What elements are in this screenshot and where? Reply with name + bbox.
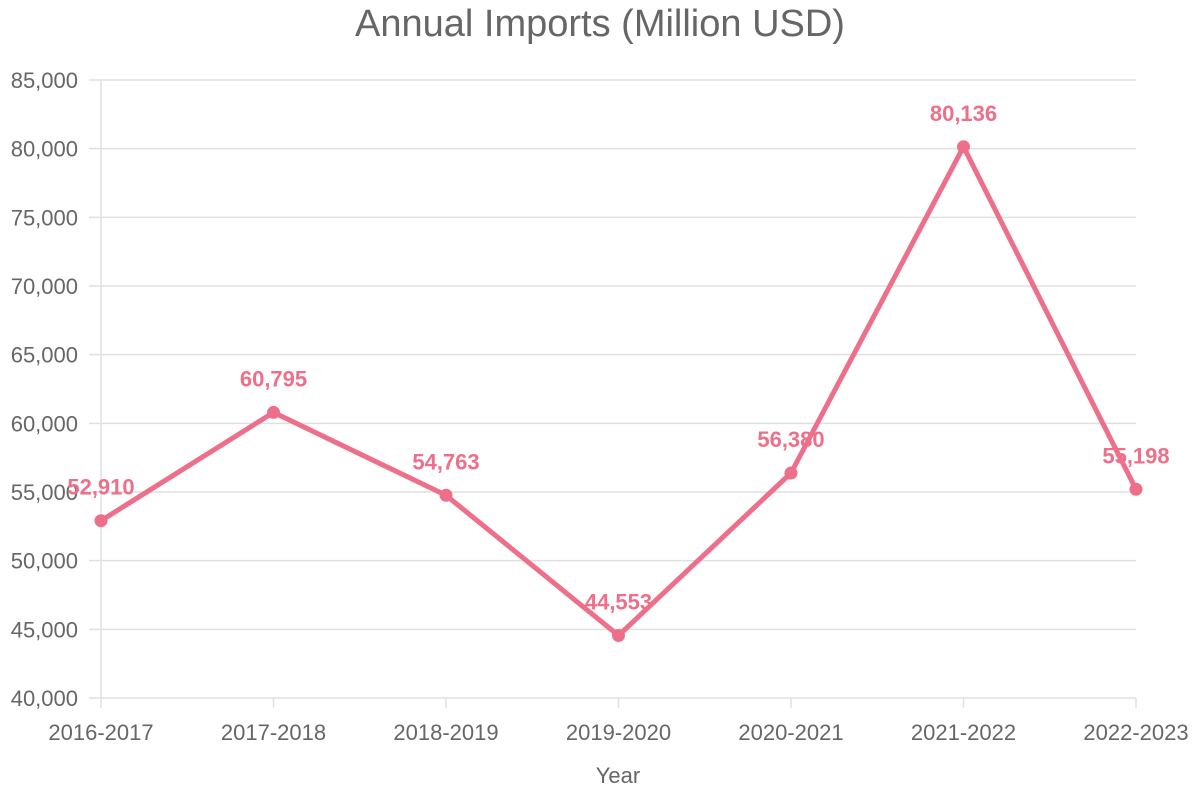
data-point [1129, 482, 1143, 496]
y-axis-ticks: 40,000 45,000 50,000 55,000 60,000 65,000 70,0… [11, 68, 78, 711]
y-tick-label: 70,000 [11, 274, 78, 299]
x-tick-label: 2022-2023 [1083, 720, 1188, 745]
data-label: 55,198 [1102, 443, 1169, 468]
y-tick-label: 85,000 [11, 68, 78, 93]
y-tick-label: 75,000 [11, 205, 78, 230]
data-labels: 52,910 60,795 54,763 44,553 56,380 80,136 55,1… [67, 101, 1169, 615]
x-tick-label: 2017-2018 [221, 720, 326, 745]
x-tick-label: 2020-2021 [738, 720, 843, 745]
data-label: 56,380 [757, 427, 824, 452]
data-point [957, 140, 970, 154]
x-tick-label: 2016-2017 [48, 720, 153, 745]
data-point [439, 488, 453, 502]
data-point [94, 514, 108, 528]
data-label: 80,136 [930, 101, 997, 126]
axes [100, 80, 1137, 708]
x-tick-label: 2021-2022 [911, 720, 1016, 745]
data-point [612, 628, 625, 642]
x-tick-label: 2018-2019 [393, 720, 498, 745]
data-label: 44,553 [585, 589, 652, 614]
data-label: 52,910 [67, 475, 134, 500]
data-point [784, 466, 798, 480]
y-tick-label: 65,000 [11, 343, 78, 368]
data-label: 60,795 [240, 366, 307, 391]
y-tick-label: 50,000 [11, 549, 78, 574]
data-point [267, 405, 280, 419]
y-tick-label: 80,000 [11, 137, 78, 162]
y-tick-label: 60,000 [11, 411, 78, 436]
series-imports [94, 140, 1143, 642]
y-tick-label: 40,000 [11, 686, 78, 711]
data-label: 54,763 [412, 449, 479, 474]
chart-title: Annual Imports (Million USD) [355, 3, 845, 45]
x-axis-ticks: 2016-2017 2017-2018 2018-2019 2019-2020 2020… [48, 720, 1188, 745]
y-tick-label: 45,000 [11, 617, 78, 642]
gridlines [89, 79, 1136, 699]
x-axis-title: Year [596, 763, 640, 788]
x-tick-label: 2019-2020 [566, 720, 671, 745]
y-tick-label: 55,000 [11, 480, 78, 505]
